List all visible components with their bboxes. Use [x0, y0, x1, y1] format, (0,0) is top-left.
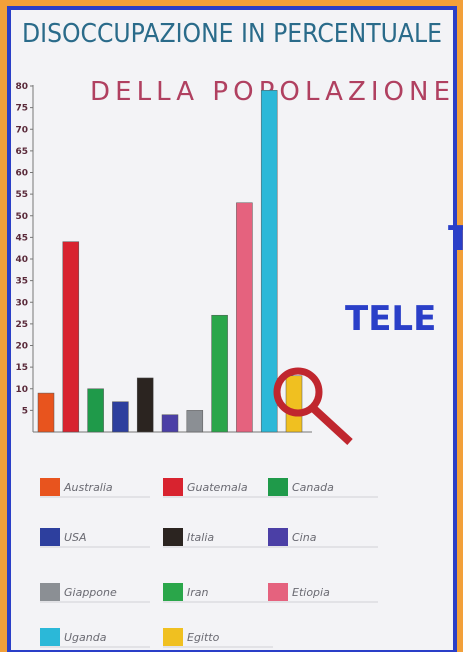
y-tick-label: 65: [15, 147, 28, 157]
legend-label: Guatemala: [187, 481, 248, 494]
bar: [112, 401, 129, 433]
y-tick-label: 30: [15, 298, 28, 308]
bar: [285, 375, 303, 433]
legend-swatch: [268, 583, 288, 601]
legend-label: Giappone: [64, 586, 117, 599]
legend-swatch: [40, 628, 60, 646]
bar: [211, 314, 228, 433]
legend-label: Italia: [187, 531, 214, 544]
legend-label: USA: [64, 531, 87, 544]
y-tick-label: 10: [15, 385, 28, 395]
y-tick-label: 60: [15, 169, 28, 179]
y-tick-label: 35: [15, 277, 28, 287]
y-tick-label: 75: [15, 104, 28, 114]
bar: [161, 414, 179, 433]
y-tick-label: 45: [15, 233, 28, 243]
legend-label: Canada: [292, 481, 334, 494]
y-tick-label: 20: [15, 342, 28, 352]
bar: [136, 377, 154, 433]
legend-swatch: [163, 528, 183, 546]
bar: [186, 410, 204, 433]
y-tick-label: 40: [15, 255, 28, 265]
bar: [37, 392, 55, 433]
y-tick-label: 55: [15, 190, 28, 200]
y-tick-label: 15: [15, 363, 28, 373]
legend-swatch: [163, 583, 183, 601]
annotation: T: [448, 219, 463, 259]
legend-swatch: [268, 528, 288, 546]
bar: [260, 90, 278, 433]
legend-swatch: [40, 583, 60, 601]
legend-swatch: [163, 478, 183, 496]
legend-label: Egitto: [187, 631, 220, 644]
legend-swatch: [163, 628, 183, 646]
bar: [62, 241, 80, 433]
y-tick-label: 5: [22, 406, 28, 416]
y-tick-label: 25: [15, 320, 28, 330]
legend-swatch: [268, 478, 288, 496]
annotation: TELE: [345, 299, 436, 339]
legend-swatch: [40, 478, 60, 496]
legend-label: Uganda: [64, 631, 107, 644]
y-tick-label: 50: [15, 212, 28, 222]
legend-swatch: [40, 528, 60, 546]
chart-title: DISOCCUPAZIONE IN PERCENTUALE: [22, 19, 442, 49]
legend-label: Cina: [292, 531, 317, 544]
y-tick-label: 80: [15, 82, 28, 92]
legend-label: Etiopia: [292, 586, 330, 599]
legend-label: Australia: [63, 481, 113, 494]
legend-label: Iran: [187, 586, 209, 599]
bar: [236, 202, 253, 433]
bar: [87, 388, 104, 433]
magnifier: [273, 367, 353, 445]
y-tick-label: 70: [15, 125, 28, 135]
paper: [7, 6, 457, 652]
